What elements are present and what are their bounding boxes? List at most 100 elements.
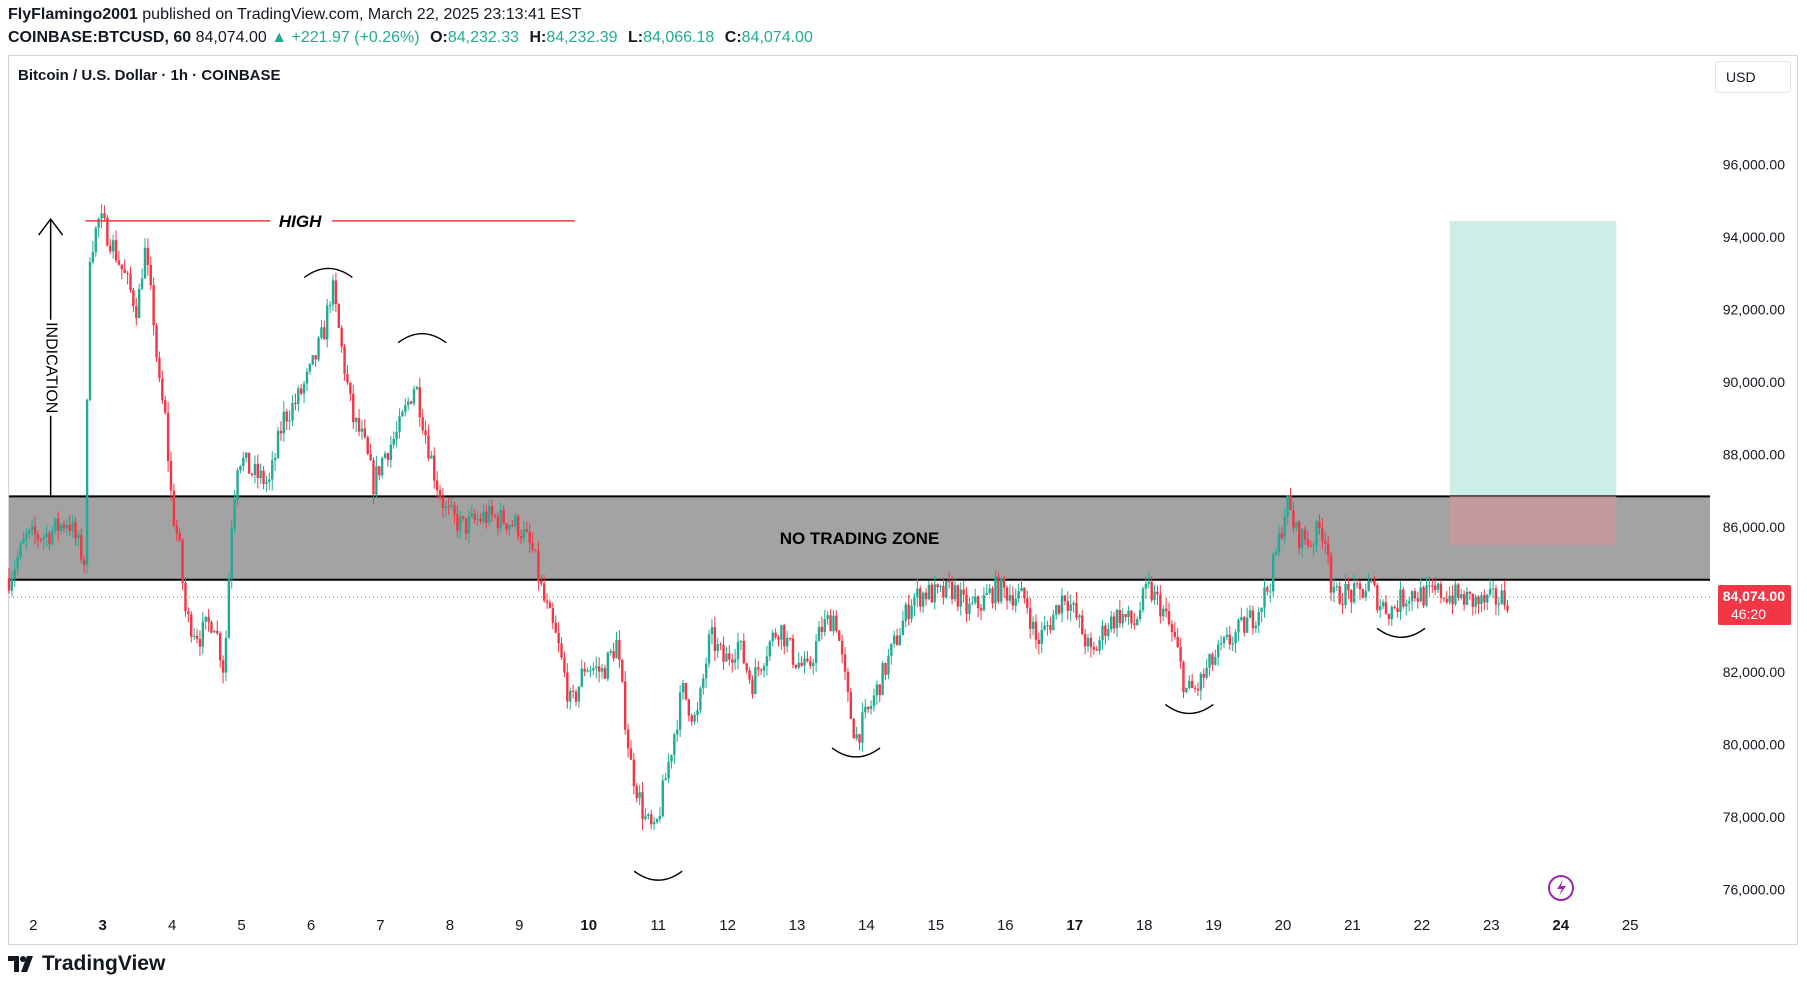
candle-body (221, 660, 225, 673)
swing-arc (303, 267, 353, 279)
candle-body (985, 592, 988, 596)
candle-body (997, 576, 1000, 602)
candle-body (1338, 586, 1341, 604)
candle-body (1153, 591, 1156, 601)
candle-body (1407, 601, 1411, 604)
candle-body (924, 592, 928, 600)
candle-body (299, 388, 303, 394)
candle-body (739, 640, 743, 642)
candle-body (745, 663, 748, 671)
candle-body (1222, 637, 1226, 644)
candle-body (884, 662, 887, 675)
candle-body (352, 393, 355, 423)
y-tick-label: 96,000.00 (1723, 157, 1785, 173)
candle-body (976, 596, 980, 609)
candle-body (1402, 589, 1405, 607)
candle-body (855, 734, 858, 739)
candle-body (1023, 587, 1026, 599)
candle-body (783, 625, 786, 647)
currency-button[interactable]: USD (1715, 61, 1791, 93)
x-tick-label: 7 (376, 917, 384, 934)
candle-body (785, 638, 789, 647)
candle-body (742, 640, 745, 664)
candle-body (1370, 581, 1373, 583)
candle-body (843, 654, 847, 672)
candle-body (259, 470, 262, 479)
candle-body (74, 522, 77, 539)
x-tick-label: 25 (1622, 917, 1639, 934)
candle-body (268, 479, 271, 483)
candle-body (979, 608, 983, 611)
no-trading-zone (9, 496, 1710, 580)
candle-body (898, 635, 902, 645)
candle-body (1355, 583, 1359, 585)
candle-body (239, 466, 242, 471)
candle-body (1431, 585, 1434, 587)
candle-body (678, 692, 682, 730)
candle-body (635, 786, 638, 799)
candle-body (250, 473, 254, 476)
candle-body (626, 729, 630, 749)
candle-body (1326, 543, 1330, 556)
indication-label: INDICATION (42, 322, 59, 413)
candle-body (765, 656, 769, 667)
candle-body (988, 588, 991, 593)
candle-body (1109, 616, 1113, 630)
candle-body (227, 578, 231, 638)
x-tick-label: 20 (1275, 917, 1292, 934)
candle-body (600, 668, 604, 672)
candle-body (42, 536, 45, 540)
candle-body (398, 416, 401, 432)
candle-body (291, 402, 294, 421)
candle-body (1303, 529, 1307, 540)
candle-body (1121, 614, 1124, 624)
candle-body (1095, 649, 1098, 651)
no-trading-zone-label: NO TRADING ZONE (780, 529, 940, 548)
candle-body (1240, 617, 1243, 621)
candle-body (276, 430, 280, 459)
candle-body (178, 533, 181, 541)
candle-body (1393, 606, 1396, 609)
candle-body (606, 652, 610, 679)
candle-body (569, 690, 572, 702)
candle-body (514, 516, 517, 527)
candle-body (210, 622, 213, 633)
candle-body (450, 505, 453, 507)
candle-body (589, 670, 592, 672)
candle-body (971, 602, 974, 604)
x-tick-label: 5 (237, 917, 245, 934)
candle-body (1199, 673, 1203, 691)
candle-body (1491, 588, 1495, 590)
candle-body (545, 600, 549, 603)
candle-body (1324, 540, 1327, 544)
candle-body (823, 619, 826, 633)
candle-body (346, 374, 349, 383)
candle-body (1081, 615, 1084, 635)
candle-body (1214, 657, 1217, 665)
low-label: L: (628, 29, 644, 46)
candle-body (256, 463, 259, 479)
candle-body (337, 304, 340, 328)
candle-body (1399, 589, 1402, 612)
candle-body (534, 549, 537, 551)
candle-body (155, 325, 158, 358)
lightning-icon[interactable] (1548, 875, 1574, 901)
candle-body (921, 592, 925, 607)
candle-body (1454, 584, 1457, 605)
candle-body (285, 411, 288, 422)
candle-body (965, 594, 968, 614)
candle-body (1130, 610, 1133, 624)
candle-body (1225, 634, 1229, 638)
x-tick-label: 16 (997, 917, 1014, 934)
tradingview-logo[interactable]: TradingView (8, 952, 165, 976)
author-name[interactable]: FlyFlamingo2001 (8, 6, 138, 23)
candle-body (800, 662, 803, 666)
candle-body (418, 387, 421, 418)
candle-body (294, 402, 297, 405)
candle-body (1341, 603, 1344, 606)
candle-body (1306, 539, 1310, 546)
candle-body (1500, 590, 1503, 604)
candle-body (109, 245, 112, 252)
candle-body (1167, 611, 1171, 625)
